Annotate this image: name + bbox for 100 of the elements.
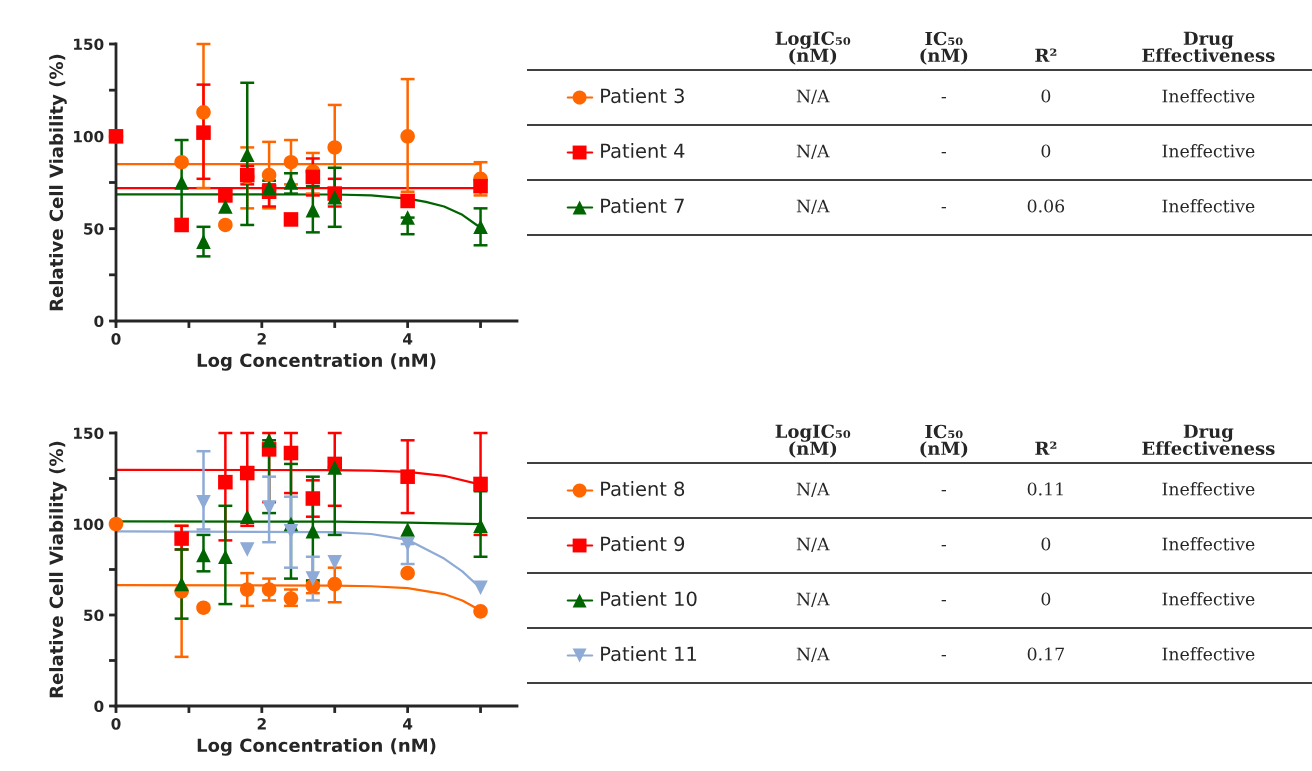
text: - [941,654,946,657]
point [305,491,321,506]
point [400,469,415,484]
point [400,536,415,552]
point [261,433,277,448]
text: Ineffective [1162,592,1255,606]
text: Ineffective [1162,537,1255,551]
text: - [941,96,946,99]
y-axis-title: Relative Cell Viability (%) [49,441,67,698]
text: - [941,489,946,492]
point [473,604,488,619]
text: 0.11 [1027,482,1063,496]
text: - [941,544,946,547]
point [305,571,321,586]
x-tick-label: 4 [403,333,413,345]
point [283,175,299,190]
point [305,524,321,539]
text: Ineffective [1162,199,1255,213]
point [196,600,211,615]
point [218,188,233,203]
category-label: IC₅₀ (nM) [920,424,968,458]
x-tick-label: 0 [111,718,121,730]
legend-label: Patient 8 [601,481,685,497]
y-axis-title: Relative Cell Viability (%) [49,54,67,311]
point [196,547,211,563]
point [218,217,233,233]
category-label: LogIC₅₀ (nM) [775,31,851,65]
point [327,189,343,205]
point [174,576,189,592]
x-tick-label: 2 [257,333,266,345]
y-tick-label: 0 [94,315,104,328]
x-axis-title: Log Concentration (nM) [197,353,436,371]
point [283,154,299,170]
point [327,140,343,155]
point [218,474,233,490]
text: N/A [796,482,830,497]
point [261,582,277,597]
text: N/A [796,144,830,159]
point [400,565,415,581]
point [327,554,343,570]
category-label: LogIC₅₀ (nM) [775,424,851,458]
point [283,212,299,227]
text: N/A [796,647,830,662]
text: - [941,151,946,154]
text: 0.17 [1027,647,1064,661]
point [473,178,488,194]
text: - [941,206,946,209]
text: Ineffective [1162,89,1255,103]
category-label: R² [1035,441,1057,455]
y-tick-label: 50 [84,609,104,622]
text: N/A [796,89,830,104]
category-label: IC₅₀ (nM) [920,31,968,65]
text: - [941,599,946,602]
point [174,217,189,233]
point [473,219,488,235]
point [473,580,488,595]
legend-label: Patient 7 [601,198,684,214]
y-tick-label: 150 [74,427,104,440]
legend-label: Patient 4 [601,143,685,159]
y-tick-label: 150 [74,38,104,51]
text: 0 [1041,89,1051,103]
point [218,549,233,565]
point [283,445,299,461]
y-tick-label: 0 [94,700,104,713]
text: N/A [796,199,830,214]
y-tick-label: 100 [74,130,104,143]
legend-label: Patient 10 [601,591,697,607]
legend-label: Patient 3 [601,88,684,104]
point [473,518,488,534]
point [196,234,211,249]
x-tick-label: 2 [257,718,266,730]
x-axis-title: Log Concentration (nM) [197,738,436,756]
point [400,522,415,537]
point [174,154,189,170]
y-tick-label: 50 [84,223,104,235]
text: N/A [796,592,830,607]
point [261,167,277,183]
text: Ineffective [1162,647,1255,661]
point [239,465,255,481]
point [239,509,255,524]
point [305,169,321,185]
category-label: Drug Effectiveness [1142,31,1275,63]
category-label: Drug Effectiveness [1142,424,1275,456]
text: 0 [1041,537,1051,551]
point [327,576,343,592]
y-tick-label: 100 [74,518,104,531]
text: 0 [1041,592,1051,606]
text: Ineffective [1162,144,1255,158]
point [400,193,415,209]
point [239,542,255,557]
point [261,500,277,515]
text: Ineffective [1162,482,1255,496]
text: 0.06 [1027,199,1065,213]
point [218,199,233,214]
point [239,147,255,163]
text: N/A [796,537,830,552]
point [239,582,255,597]
point [108,516,124,532]
point [196,125,211,140]
point [196,494,211,510]
